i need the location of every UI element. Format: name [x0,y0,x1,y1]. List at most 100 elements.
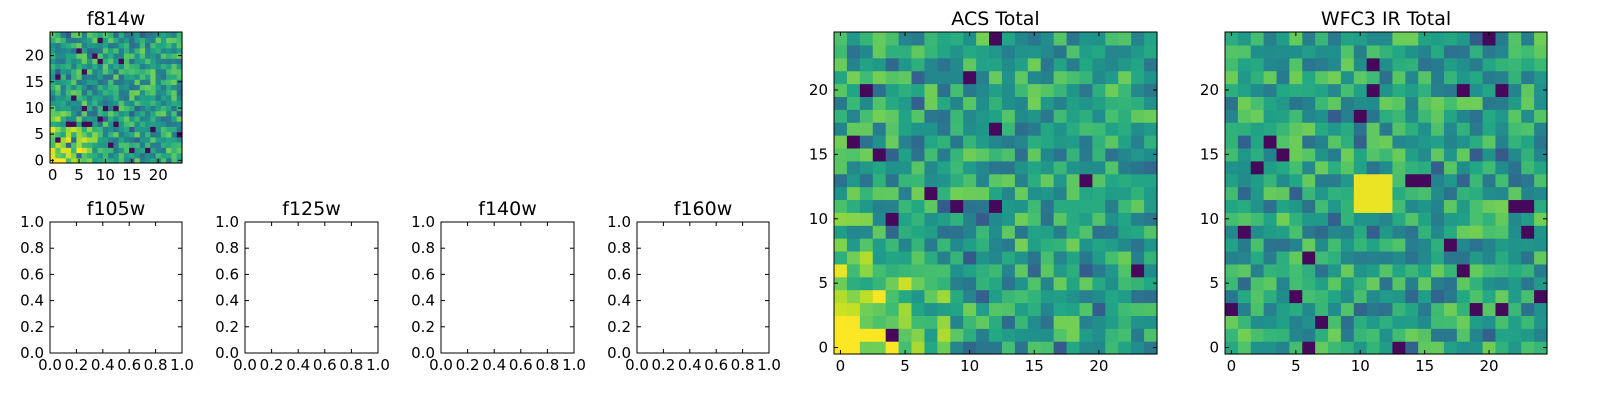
heatmap-cell [113,115,120,122]
heatmap-cell [924,212,938,226]
heatmap-cell [1392,135,1406,149]
heatmap-cell [1521,212,1535,226]
heatmap-cell [92,42,99,49]
heatmap-cell [134,157,141,164]
heatmap-cell [1392,96,1406,110]
heatmap-cell [1534,109,1548,123]
heatmap-cell [1027,315,1042,329]
heatmap-cell [1105,225,1119,239]
heatmap-cell [1443,276,1458,291]
heatmap-cell [976,147,990,162]
heatmap-cell [1079,328,1093,342]
heatmap-cell [1482,289,1497,304]
heatmap-cell [1379,160,1394,175]
heatmap-cell [937,32,951,46]
heatmap-cell [81,32,88,38]
heatmap-cell [1482,276,1497,291]
heatmap-cell [1079,212,1093,226]
heatmap-cell [898,302,913,316]
x-tick-label: 0.4 [286,356,310,374]
heatmap-cell [1014,96,1029,110]
heatmap-cell [160,136,167,143]
heatmap-cell [108,131,114,138]
heatmap-cell [911,32,926,46]
heatmap-cell [1118,122,1132,136]
heatmap-cell [911,315,926,329]
heatmap-cell [1079,276,1093,291]
heatmap-cell [92,152,99,159]
heatmap-cell [1053,238,1068,252]
heatmap-cell [1534,44,1548,59]
heatmap-cell [846,238,861,252]
heatmap-cell [859,96,874,110]
heatmap-cell [71,68,77,75]
heatmap-cell [1456,160,1471,175]
heatmap-cell [155,47,162,54]
heatmap-cell [1521,70,1535,85]
x-tick-label: 0.4 [91,356,115,374]
heatmap-cell [50,42,56,49]
heatmap-cell [92,63,99,70]
heatmap-cell [989,212,1003,226]
heatmap-cell [71,126,77,133]
heatmap-cell [65,68,72,75]
heatmap-cell [50,110,56,117]
heatmap-cell [113,68,120,75]
heatmap-cell [134,89,141,96]
heatmap-cell [150,37,157,44]
x-tick-label: 1.0 [562,356,586,374]
heatmap-cell [1131,109,1145,123]
heatmap-cell [1014,199,1029,213]
heatmap-cell [1001,341,1016,355]
heatmap-cell [1225,57,1239,72]
heatmap-cell [50,68,56,75]
heatmap-cell [1105,147,1119,162]
heatmap-cell [123,42,130,49]
heatmap-cell [171,100,178,106]
heatmap-cell [86,89,93,96]
heatmap-cell [1340,135,1355,149]
heatmap-cell [1289,212,1303,226]
heatmap-cell [872,315,887,329]
heatmap-cell [911,212,926,226]
heatmap-cell [898,83,913,97]
heatmap-cell [102,84,109,91]
heatmap-cell [1456,289,1471,304]
heatmap-cell [1431,83,1445,97]
heatmap-cell [150,32,157,38]
heatmap-cell [65,73,72,80]
heatmap-cell [1053,96,1068,110]
heatmap-cell [1340,238,1355,252]
axes-frame [244,221,379,354]
heatmap-cell [976,173,990,188]
heatmap-cell [123,79,130,85]
heatmap-cell [859,250,874,265]
heatmap-cell [989,302,1003,316]
heatmap-cell [1469,341,1484,355]
heatmap-cell [1027,160,1042,175]
heatmap-cell [898,96,913,110]
heatmap-cell [846,341,861,355]
heatmap-cell [1237,315,1252,329]
y-tick-label: 0.6 [20,265,44,283]
heatmap-cell [1405,173,1419,188]
heatmap-cell [118,100,125,106]
heatmap-cell [150,100,157,106]
heatmap-cell [160,110,167,117]
heatmap-cell [1392,186,1406,201]
heatmap-cell [92,100,99,106]
heatmap-cell [976,250,990,265]
heatmap-cell [1366,199,1381,213]
heatmap-cell [139,100,146,106]
heatmap-cell [65,94,72,101]
heatmap-cell [885,199,900,213]
heatmap-cell [92,126,99,133]
heatmap-cell [834,276,848,291]
heatmap-cell [1027,186,1042,201]
heatmap-cell [1482,186,1497,201]
heatmap-cell [1289,83,1303,97]
heatmap-cell [1001,122,1016,136]
heatmap-cell [113,136,120,143]
heatmap-cell [1405,315,1419,329]
